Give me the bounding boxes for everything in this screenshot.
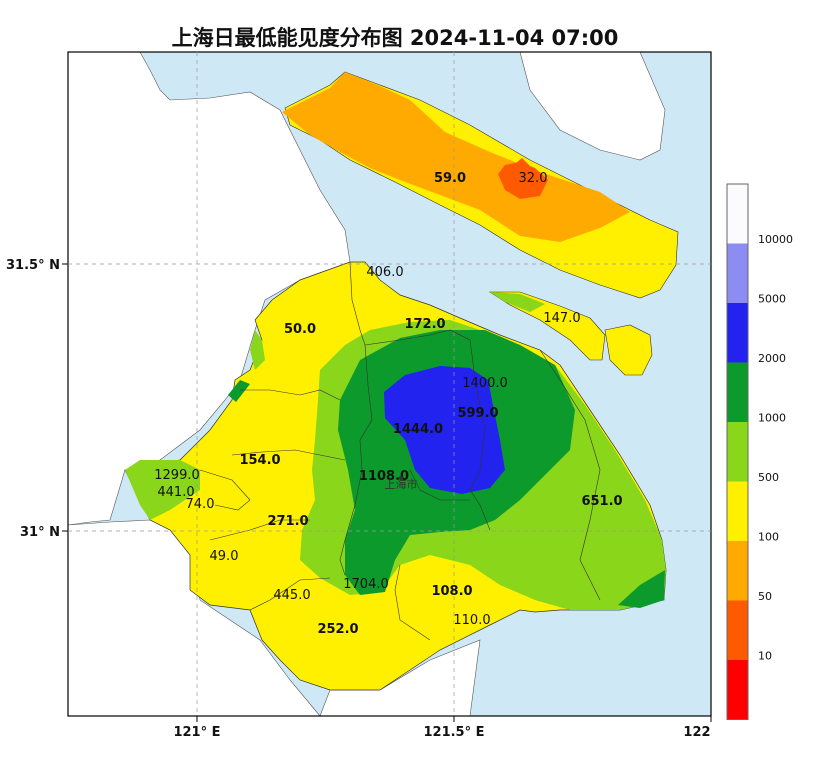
colorbar-label: 10000 — [758, 233, 793, 246]
hengsha-island — [604, 324, 653, 376]
station-value: 406.0 — [366, 265, 403, 280]
colorbar-label: 5000 — [758, 293, 786, 306]
city-marker — [399, 476, 403, 480]
colorbar-frame — [726, 183, 749, 720]
station-labels: 59.0 32.0 406.0 147.0 50.0 172.0 1400.0 … — [154, 171, 622, 637]
station-value: 172.0 — [404, 317, 445, 332]
zone-darkgreen-nw — [228, 380, 250, 402]
station-value: 1400.0 — [462, 376, 508, 391]
changxing-green — [490, 292, 545, 312]
axis-ticks — [62, 263, 712, 722]
colorbar-swatch — [727, 481, 748, 541]
station-value: 1444.0 — [393, 422, 443, 437]
station-value: 1108.0 — [359, 469, 409, 484]
colorbar-label: 1000 — [758, 412, 786, 425]
station-value: 49.0 — [210, 549, 239, 564]
colorbar-swatch — [727, 660, 748, 720]
changxing-island — [488, 291, 606, 361]
x-tick-121-5: 121.5° E — [423, 725, 484, 740]
colorbar-swatch — [727, 362, 748, 422]
colorbar-swatch — [727, 184, 748, 244]
station-value: 445.0 — [273, 588, 310, 603]
station-value: 1704.0 — [343, 577, 389, 592]
colorbar-label: 2000 — [758, 352, 786, 365]
x-tick-121: 121° E — [173, 725, 220, 740]
y-tick-31: 31° N — [20, 525, 60, 540]
station-value: 1299.0 — [154, 468, 200, 483]
gridlines — [68, 52, 711, 716]
station-value: 32.0 — [519, 171, 548, 186]
station-value: 108.0 — [431, 584, 472, 599]
zone-green-se — [618, 570, 665, 608]
colorbar-label: 500 — [758, 471, 779, 484]
station-value: 252.0 — [317, 622, 358, 637]
station-value: 271.0 — [267, 514, 308, 529]
colorbar-swatch — [727, 541, 748, 601]
station-value: 154.0 — [239, 453, 280, 468]
station-value: 441.0 — [157, 485, 194, 500]
station-value: 59.0 — [434, 171, 466, 186]
colorbar-swatch — [727, 303, 748, 363]
station-value: 599.0 — [457, 406, 498, 421]
chongming-red-tip — [516, 158, 530, 170]
colorbar-label: 100 — [758, 531, 779, 544]
map-title: 上海日最低能见度分布图 2024-11-04 07:00 — [171, 26, 619, 50]
zone-green-nw — [250, 330, 265, 370]
colorbar-swatch — [727, 600, 748, 660]
colorbar-label: 10 — [758, 650, 772, 663]
zone-2000-5000 — [384, 366, 505, 494]
station-value: 110.0 — [453, 613, 490, 628]
zone-green-w — [125, 460, 200, 520]
land-northeast — [519, 51, 666, 161]
colorbar: 10000 5000 2000 1000 500 100 50 10 — [726, 183, 793, 720]
station-value: 147.0 — [543, 311, 580, 326]
station-value: 651.0 — [581, 494, 622, 509]
station-value: 74.0 — [186, 497, 215, 512]
station-value: 50.0 — [284, 322, 316, 337]
colorbar-swatch — [727, 422, 748, 482]
chongming-red — [498, 162, 548, 199]
city-label: 上海市 — [385, 477, 418, 491]
district-boundaries — [199, 261, 601, 641]
plot-frame — [67, 51, 712, 717]
y-tick-31-5: 31.5° N — [6, 258, 60, 273]
colorbar-label: 50 — [758, 590, 772, 603]
chongming-orange — [282, 72, 630, 242]
x-tick-122: 122 — [683, 725, 710, 740]
colorbar-swatch — [727, 243, 748, 303]
